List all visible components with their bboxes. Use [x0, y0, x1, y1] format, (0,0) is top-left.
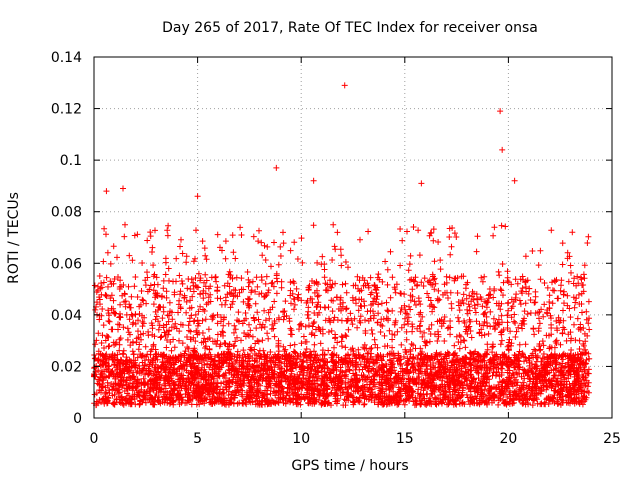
axis-ticks: 0 5 10 15 20 25 0 0.02 0.04 0.06 0.08 0.1 0.12 0.14 — [51, 50, 621, 447]
y-tick-label: 0.06 — [51, 256, 82, 272]
y-tick-label: 0.12 — [51, 102, 82, 118]
y-tick-label: 0.1 — [60, 153, 82, 169]
data-point — [497, 108, 504, 115]
plot-frame — [93, 56, 613, 419]
x-tick-label: 10 — [292, 431, 310, 447]
chart-title: Day 265 of 2017, Rate Of TEC Index for r… — [162, 20, 538, 36]
data-point — [418, 180, 425, 187]
x-tick-label: 5 — [193, 431, 202, 447]
x-tick-label: 20 — [499, 431, 517, 447]
data-point-cloud — [91, 221, 593, 409]
data-point — [499, 146, 506, 153]
data-point — [273, 164, 280, 171]
x-axis-label: GPS time / hours — [291, 458, 408, 474]
data-point — [341, 82, 348, 89]
data-point — [120, 185, 127, 192]
y-tick-label: 0 — [73, 411, 82, 427]
data-points — [91, 82, 593, 409]
y-tick-label: 0.14 — [51, 50, 82, 66]
y-tick-label: 0.08 — [51, 205, 82, 221]
data-point — [310, 177, 317, 184]
x-tick-label: 25 — [603, 431, 621, 447]
data-point — [103, 188, 110, 195]
y-tick-label: 0.02 — [51, 359, 82, 375]
x-tick-label: 15 — [396, 431, 414, 447]
data-point — [511, 177, 518, 184]
y-axis-label: ROTI / TECUs — [6, 192, 22, 284]
x-tick-label: 0 — [90, 431, 99, 447]
data-point — [194, 193, 201, 200]
y-tick-label: 0.04 — [51, 308, 82, 324]
